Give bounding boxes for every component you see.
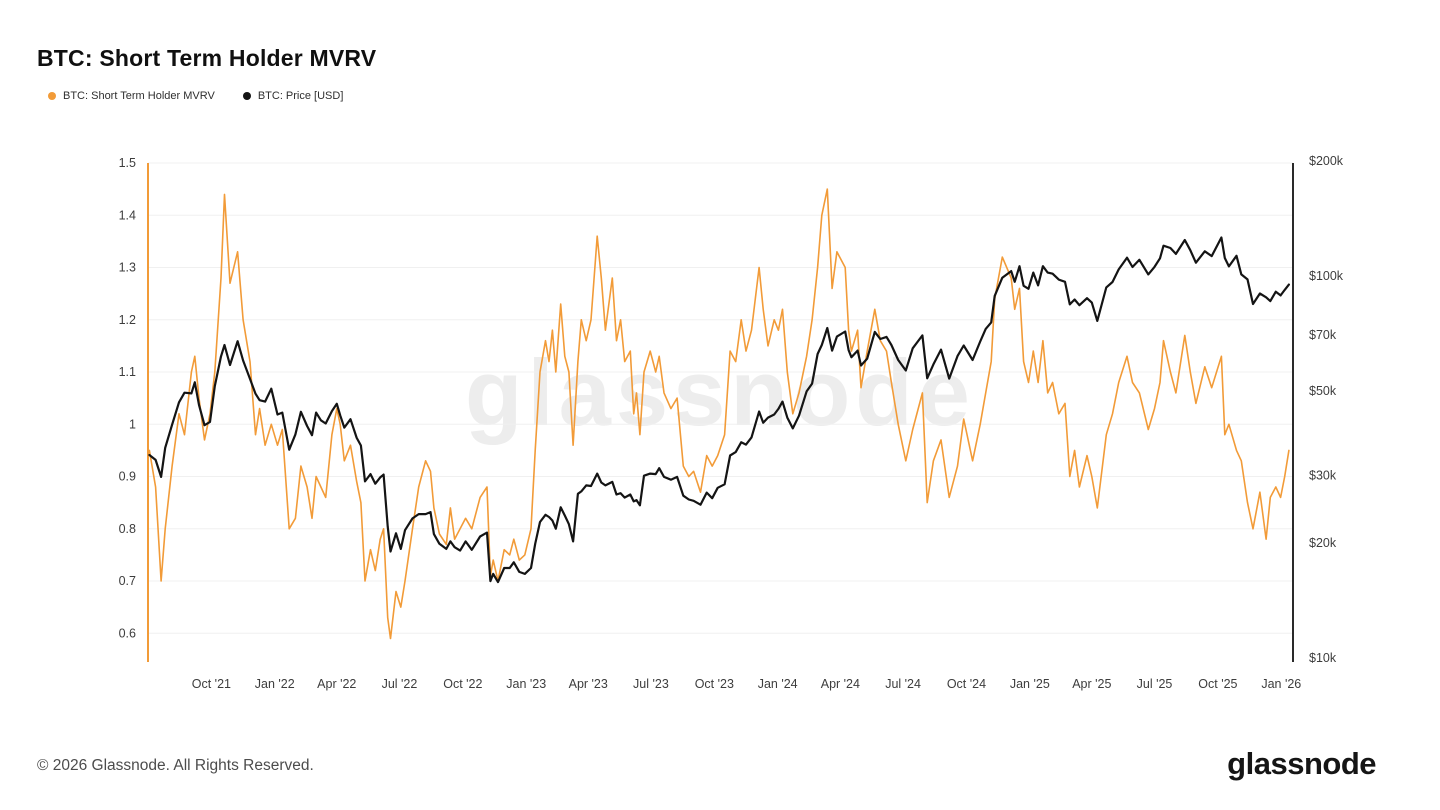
svg-text:1.2: 1.2 — [119, 313, 136, 327]
svg-text:$100k: $100k — [1309, 269, 1344, 283]
svg-text:Jul '23: Jul '23 — [633, 677, 669, 691]
svg-text:$10k: $10k — [1309, 651, 1337, 665]
svg-text:Jan '24: Jan '24 — [758, 677, 798, 691]
svg-text:Jan '23: Jan '23 — [506, 677, 546, 691]
svg-text:0.7: 0.7 — [119, 574, 136, 588]
svg-text:$20k: $20k — [1309, 536, 1337, 550]
svg-text:Jul '24: Jul '24 — [885, 677, 921, 691]
svg-text:Jul '25: Jul '25 — [1137, 677, 1173, 691]
legend-swatch-mvrv-icon — [48, 92, 56, 100]
svg-text:0.8: 0.8 — [119, 522, 136, 536]
svg-text:1.1: 1.1 — [119, 365, 136, 379]
svg-text:$200k: $200k — [1309, 154, 1344, 168]
page-title: BTC: Short Term Holder MVRV — [37, 45, 377, 72]
svg-text:1.5: 1.5 — [119, 156, 136, 170]
svg-text:Apr '22: Apr '22 — [317, 677, 356, 691]
svg-text:Oct '21: Oct '21 — [192, 677, 231, 691]
glassnode-logo: glassnode — [1227, 746, 1376, 781]
svg-text:Jan '22: Jan '22 — [255, 677, 295, 691]
legend-label-price: BTC: Price [USD] — [257, 90, 344, 102]
svg-text:$50k: $50k — [1309, 384, 1337, 398]
svg-text:Apr '23: Apr '23 — [569, 677, 608, 691]
svg-text:Jul '22: Jul '22 — [382, 677, 418, 691]
svg-text:Apr '25: Apr '25 — [1072, 677, 1111, 691]
svg-text:Jan '25: Jan '25 — [1010, 677, 1050, 691]
copyright-text: © 2026 Glassnode. All Rights Reserved. — [37, 757, 314, 774]
svg-text:Jan '26: Jan '26 — [1261, 677, 1301, 691]
legend: BTC: Short Term Holder MVRV BTC: Price [… — [48, 90, 343, 102]
svg-text:Oct '25: Oct '25 — [1198, 677, 1237, 691]
svg-text:1.4: 1.4 — [119, 208, 136, 222]
svg-text:Oct '23: Oct '23 — [695, 677, 734, 691]
svg-text:1: 1 — [129, 417, 136, 431]
svg-text:Apr '24: Apr '24 — [821, 677, 860, 691]
svg-text:Oct '22: Oct '22 — [443, 677, 482, 691]
svg-text:$70k: $70k — [1309, 328, 1337, 342]
legend-label-mvrv: BTC: Short Term Holder MVRV — [63, 90, 215, 102]
legend-item-mvrv[interactable]: BTC: Short Term Holder MVRV — [48, 90, 215, 102]
legend-swatch-price-icon — [242, 92, 251, 100]
legend-item-price[interactable]: BTC: Price [USD] — [242, 90, 344, 102]
svg-text:0.9: 0.9 — [119, 470, 136, 484]
svg-text:0.6: 0.6 — [119, 626, 136, 640]
svg-text:1.3: 1.3 — [119, 261, 136, 275]
svg-text:Oct '24: Oct '24 — [947, 677, 986, 691]
svg-text:$30k: $30k — [1309, 469, 1337, 483]
